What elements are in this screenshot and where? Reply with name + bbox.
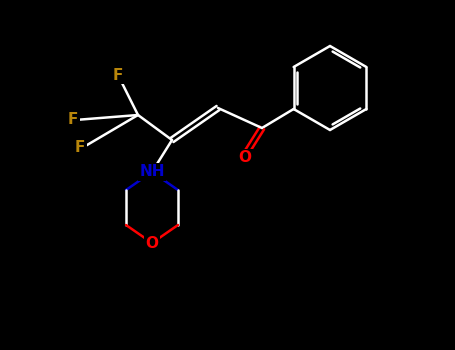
- Text: NH: NH: [139, 164, 165, 180]
- Text: F: F: [113, 68, 123, 83]
- Text: F: F: [75, 140, 85, 155]
- Text: F: F: [68, 112, 78, 127]
- Text: O: O: [238, 150, 252, 166]
- Text: O: O: [146, 236, 158, 251]
